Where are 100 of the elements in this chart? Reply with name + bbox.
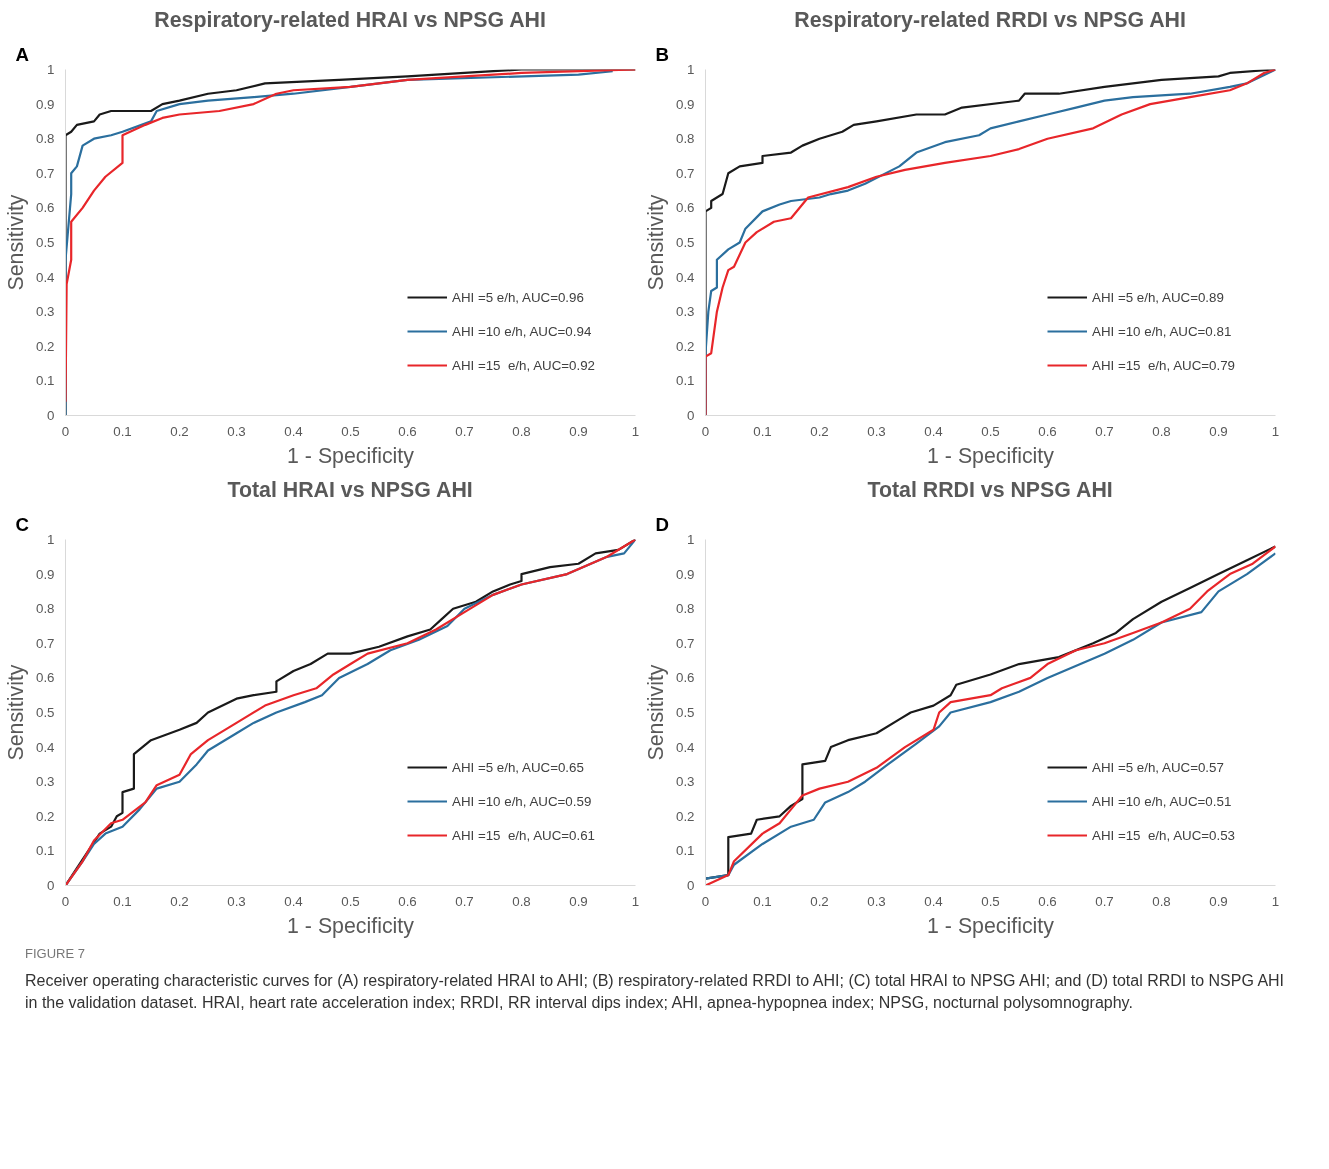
legend-label: AHI =10 e/h, AUC=0.94 xyxy=(452,323,592,339)
x-tick-label: 1 xyxy=(631,893,640,909)
x-tick-label: 0.5 xyxy=(981,423,1000,439)
y-tick-label: 0.6 xyxy=(35,200,55,216)
x-tick-label: 0.4 xyxy=(284,893,304,909)
legend-label: AHI =15 e/h, AUC=0.79 xyxy=(1092,357,1235,373)
x-tick-label: 0.8 xyxy=(512,893,531,909)
y-tick-label: 0.5 xyxy=(35,705,55,720)
y-tick-label: 0.3 xyxy=(675,304,695,320)
legend-label: AHI =5 e/h, AUC=0.89 xyxy=(1092,289,1224,305)
x-tick-label: 0.6 xyxy=(1038,893,1057,909)
y-tick-label: 0 xyxy=(687,878,695,893)
x-tick-label: 0.4 xyxy=(924,893,944,909)
y-tick-label: 0.2 xyxy=(35,338,55,354)
y-tick-label: 0.7 xyxy=(35,165,55,181)
y-tick-label: 0.9 xyxy=(675,96,695,112)
x-tick-label: 0.7 xyxy=(455,893,474,909)
text: D xyxy=(655,513,669,535)
x-tick-label: 0 xyxy=(701,423,710,439)
x-tick-label: 1 xyxy=(1271,423,1280,439)
y-axis-title: Sensitivity xyxy=(643,194,668,291)
x-tick-label: 0.8 xyxy=(1152,423,1171,439)
x-tick-label: 0.3 xyxy=(867,893,886,909)
legend-label: AHI =15 e/h, AUC=0.92 xyxy=(452,357,595,373)
text: C xyxy=(15,513,29,535)
y-tick-label: 0.1 xyxy=(35,843,55,859)
y-tick-label: 0.7 xyxy=(35,635,55,651)
legend-label: AHI =10 e/h, AUC=0.81 xyxy=(1092,323,1232,339)
chart-title: Respiratory-related RRDI vs NPSG AHI xyxy=(794,7,1186,32)
x-tick-label: 0.7 xyxy=(1095,423,1114,439)
x-tick-label: 0.9 xyxy=(1209,893,1228,909)
y-tick-label: 0.7 xyxy=(675,635,695,651)
x-tick-label: 0.3 xyxy=(227,423,246,439)
y-tick-label: 0.3 xyxy=(35,774,55,790)
chart-title: Total RRDI vs NPSG AHI xyxy=(867,477,1113,502)
y-tick-label: 0.8 xyxy=(675,131,695,147)
text: B xyxy=(655,43,669,65)
x-tick-label: 0.1 xyxy=(113,893,132,909)
y-axis-title: Sensitivity xyxy=(643,664,668,761)
y-tick-label: 0.3 xyxy=(675,774,695,790)
y-tick-label: 0.2 xyxy=(675,338,695,354)
x-tick-label: 0.7 xyxy=(1095,893,1114,909)
x-tick-label: 0.2 xyxy=(810,893,829,909)
x-tick-label: 0.8 xyxy=(1152,893,1171,909)
x-tick-label: 0.9 xyxy=(1209,423,1228,439)
legend-label: AHI =10 e/h, AUC=0.59 xyxy=(452,793,592,809)
y-tick-label: 0.4 xyxy=(675,739,696,755)
y-tick-label: 0.9 xyxy=(675,566,695,582)
x-tick-label: 0.4 xyxy=(284,423,304,439)
y-tick-label: 0.5 xyxy=(675,705,695,720)
text: Receiver operating characteristic curves for (A) respiratory-related HRAI to AHI; (B) respiratory-related RRDI to AHI; (C) total HRAI to NPSG AHI; and (D) total RRDI to NSPG AHI in the validation dataset. HRAI, heart rate acceleration index; RRDI, RR interval dips index; AHI, apnea-hypopnea index; NPSG, nocturnal polysomnography. xyxy=(25,970,1285,1013)
chart-title: Total HRAI vs NPSG AHI xyxy=(227,477,473,502)
y-tick-label: 0.4 xyxy=(35,739,56,755)
x-axis-title: 1 - Specificity xyxy=(287,913,415,938)
y-tick-label: 0.5 xyxy=(35,235,55,250)
x-tick-label: 1 xyxy=(1271,893,1280,909)
x-axis-title: 1 - Specificity xyxy=(927,913,1055,938)
legend-label: AHI =15 e/h, AUC=0.61 xyxy=(452,827,595,843)
y-tick-label: 1 xyxy=(687,62,695,77)
y-axis-title: Sensitivity xyxy=(3,664,28,761)
y-tick-label: 0.4 xyxy=(35,269,56,285)
x-tick-label: 0.1 xyxy=(753,893,772,909)
x-tick-label: 0 xyxy=(61,893,70,909)
x-tick-label: 0.3 xyxy=(867,423,886,439)
y-tick-label: 0.8 xyxy=(35,131,55,147)
y-tick-label: 1 xyxy=(47,62,55,77)
y-tick-label: 0.3 xyxy=(35,304,55,320)
x-tick-label: 1 xyxy=(631,423,640,439)
x-tick-label: 0.9 xyxy=(569,423,588,439)
y-tick-label: 0 xyxy=(687,408,695,423)
y-tick-label: 0.6 xyxy=(675,670,695,686)
y-tick-label: 1 xyxy=(47,532,55,547)
legend-label: AHI =15 e/h, AUC=0.53 xyxy=(1092,827,1235,843)
x-tick-label: 0.7 xyxy=(455,423,474,439)
x-tick-label: 0.6 xyxy=(1038,423,1057,439)
y-tick-label: 0.5 xyxy=(675,235,695,250)
x-tick-label: 0.5 xyxy=(981,893,1000,909)
legend-label: AHI =10 e/h, AUC=0.51 xyxy=(1092,793,1232,809)
y-tick-label: 0.1 xyxy=(35,373,55,389)
y-tick-label: 0.8 xyxy=(35,601,55,617)
y-tick-label: 0.6 xyxy=(35,670,55,686)
chart-title: Respiratory-related HRAI vs NPSG AHI xyxy=(154,7,546,32)
x-tick-label: 0.5 xyxy=(341,893,360,909)
y-tick-label: 0.8 xyxy=(675,601,695,617)
y-tick-label: 0.1 xyxy=(675,843,695,859)
x-tick-label: 0.1 xyxy=(753,423,772,439)
y-tick-label: 0.4 xyxy=(675,269,696,285)
y-tick-label: 0 xyxy=(47,878,55,893)
y-tick-label: 0.9 xyxy=(35,96,55,112)
x-tick-label: 0.8 xyxy=(512,423,531,439)
y-tick-label: 0 xyxy=(47,408,55,423)
legend-label: AHI =5 e/h, AUC=0.57 xyxy=(1092,759,1224,775)
x-tick-label: 0 xyxy=(61,423,70,439)
y-axis-title: Sensitivity xyxy=(3,194,28,291)
x-tick-label: 0.3 xyxy=(227,893,246,909)
legend-label: AHI =5 e/h, AUC=0.96 xyxy=(452,289,584,305)
x-axis-title: 1 - Specificity xyxy=(927,443,1055,468)
x-tick-label: 0.2 xyxy=(810,423,829,439)
y-tick-label: 0.2 xyxy=(675,808,695,824)
y-tick-label: 0.2 xyxy=(35,808,55,824)
